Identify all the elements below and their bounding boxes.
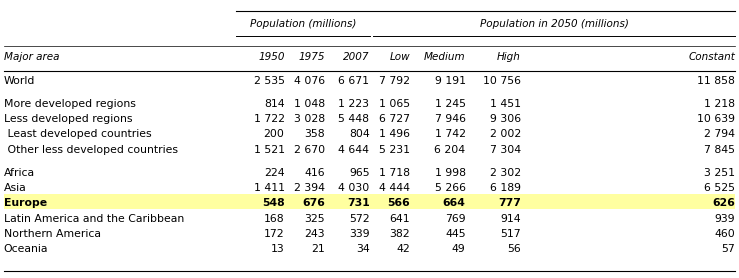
Text: Less developed regions: Less developed regions — [4, 114, 132, 124]
Text: 7 304: 7 304 — [490, 145, 521, 155]
Text: 5 266: 5 266 — [435, 183, 466, 193]
Text: 548: 548 — [262, 198, 285, 208]
Text: 2 670: 2 670 — [294, 145, 325, 155]
Text: 4 644: 4 644 — [338, 145, 370, 155]
Text: 1 451: 1 451 — [490, 99, 521, 109]
Text: Northern America: Northern America — [4, 229, 101, 239]
Text: 965: 965 — [349, 168, 370, 178]
Text: 3 028: 3 028 — [294, 114, 325, 124]
Text: More developed regions: More developed regions — [4, 99, 135, 109]
Text: Population (millions): Population (millions) — [250, 19, 356, 29]
Text: Medium: Medium — [424, 52, 466, 62]
Text: 626: 626 — [712, 198, 735, 208]
Text: 200: 200 — [264, 129, 285, 139]
Text: Constant: Constant — [689, 52, 735, 62]
Text: 172: 172 — [264, 229, 285, 239]
Text: World: World — [4, 76, 35, 86]
Text: Asia: Asia — [4, 183, 27, 193]
Text: 34: 34 — [355, 244, 370, 254]
Text: 1 496: 1 496 — [379, 129, 410, 139]
Text: 5 231: 5 231 — [379, 145, 410, 155]
Text: 517: 517 — [500, 229, 521, 239]
Text: 566: 566 — [387, 198, 410, 208]
Text: 6 525: 6 525 — [704, 183, 735, 193]
Text: Major area: Major area — [4, 52, 59, 62]
Text: 1 998: 1 998 — [435, 168, 466, 178]
Text: 10 756: 10 756 — [483, 76, 521, 86]
Text: 804: 804 — [349, 129, 370, 139]
Bar — [4, 194, 735, 208]
Text: 676: 676 — [302, 198, 325, 208]
Text: 1 718: 1 718 — [379, 168, 410, 178]
Text: 339: 339 — [349, 229, 370, 239]
Text: 572: 572 — [349, 214, 370, 224]
Text: 1 722: 1 722 — [253, 114, 285, 124]
Text: 2 794: 2 794 — [704, 129, 735, 139]
Text: 6 727: 6 727 — [379, 114, 410, 124]
Text: 1 742: 1 742 — [435, 129, 466, 139]
Text: Least developed countries: Least developed countries — [4, 129, 151, 139]
Text: 358: 358 — [304, 129, 325, 139]
Text: Population in 2050 (millions): Population in 2050 (millions) — [480, 19, 629, 29]
Text: Europe: Europe — [4, 198, 47, 208]
Text: 641: 641 — [389, 214, 410, 224]
Text: 1 521: 1 521 — [253, 145, 285, 155]
Text: 325: 325 — [304, 214, 325, 224]
Text: 7 792: 7 792 — [379, 76, 410, 86]
Text: 416: 416 — [304, 168, 325, 178]
Text: High: High — [497, 52, 521, 62]
Text: 6 204: 6 204 — [435, 145, 466, 155]
Text: 42: 42 — [396, 244, 410, 254]
Text: 1950: 1950 — [258, 52, 285, 62]
Text: 4 076: 4 076 — [294, 76, 325, 86]
Text: 445: 445 — [445, 229, 466, 239]
Text: 9 306: 9 306 — [490, 114, 521, 124]
Text: 9 191: 9 191 — [435, 76, 466, 86]
Text: 7 946: 7 946 — [435, 114, 466, 124]
Text: Africa: Africa — [4, 168, 35, 178]
Text: 2 535: 2 535 — [253, 76, 285, 86]
Text: 1 223: 1 223 — [338, 99, 370, 109]
Text: 4 444: 4 444 — [379, 183, 410, 193]
Text: 939: 939 — [715, 214, 735, 224]
Text: 1 048: 1 048 — [294, 99, 325, 109]
Text: 382: 382 — [389, 229, 410, 239]
Text: Low: Low — [389, 52, 410, 62]
Text: 6 671: 6 671 — [338, 76, 370, 86]
Text: 777: 777 — [498, 198, 521, 208]
Text: Oceania: Oceania — [4, 244, 48, 254]
Text: 11 858: 11 858 — [698, 76, 735, 86]
Text: 664: 664 — [443, 198, 466, 208]
Text: 243: 243 — [304, 229, 325, 239]
Text: 1 245: 1 245 — [435, 99, 466, 109]
Text: 1 218: 1 218 — [704, 99, 735, 109]
Text: 1 411: 1 411 — [253, 183, 285, 193]
Text: 6 189: 6 189 — [490, 183, 521, 193]
Text: 2 394: 2 394 — [294, 183, 325, 193]
Text: 1 065: 1 065 — [379, 99, 410, 109]
Text: 10 639: 10 639 — [698, 114, 735, 124]
Text: 168: 168 — [264, 214, 285, 224]
Text: 814: 814 — [264, 99, 285, 109]
Text: 224: 224 — [264, 168, 285, 178]
Text: Latin America and the Caribbean: Latin America and the Caribbean — [4, 214, 184, 224]
Text: 914: 914 — [500, 214, 521, 224]
Text: 49: 49 — [452, 244, 466, 254]
Text: 5 448: 5 448 — [338, 114, 370, 124]
Text: Other less developed countries: Other less developed countries — [4, 145, 177, 155]
Text: 3 251: 3 251 — [704, 168, 735, 178]
Text: 2007: 2007 — [343, 52, 370, 62]
Text: 769: 769 — [445, 214, 466, 224]
Text: 13: 13 — [270, 244, 285, 254]
Text: 1975: 1975 — [299, 52, 325, 62]
Text: 2 302: 2 302 — [490, 168, 521, 178]
Text: 57: 57 — [721, 244, 735, 254]
Text: 4 030: 4 030 — [338, 183, 370, 193]
Text: 7 845: 7 845 — [704, 145, 735, 155]
Text: 56: 56 — [507, 244, 521, 254]
Text: 2 002: 2 002 — [490, 129, 521, 139]
Text: 731: 731 — [347, 198, 370, 208]
Text: 460: 460 — [715, 229, 735, 239]
Text: 21: 21 — [311, 244, 325, 254]
